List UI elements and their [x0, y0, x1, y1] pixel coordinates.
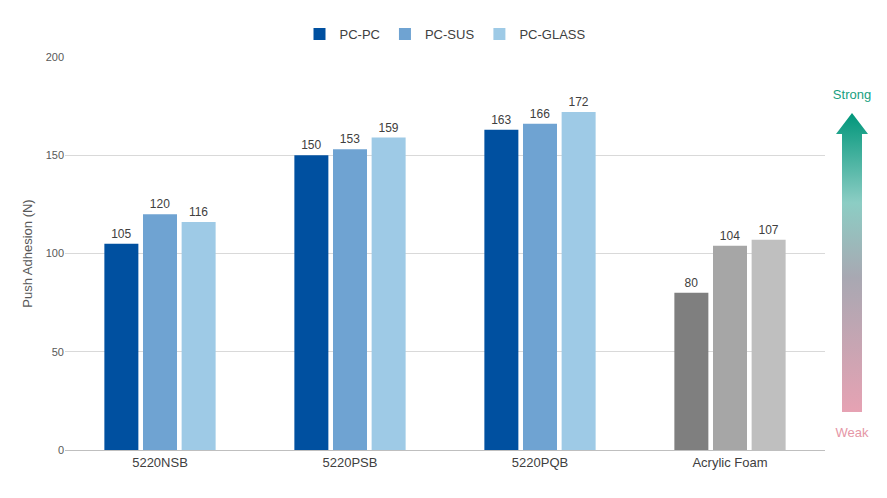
svg-text:116: 116 [189, 205, 208, 219]
svg-text:5220PSB: 5220PSB [323, 455, 378, 470]
svg-text:PC-GLASS: PC-GLASS [519, 27, 585, 42]
svg-text:200: 200 [46, 51, 64, 63]
svg-text:50: 50 [52, 346, 64, 358]
svg-text:5220NSB: 5220NSB [132, 455, 188, 470]
svg-text:159: 159 [378, 121, 398, 135]
svg-text:153: 153 [340, 132, 360, 146]
svg-text:150: 150 [46, 149, 64, 161]
svg-text:105: 105 [111, 227, 131, 241]
svg-text:Strong: Strong [833, 87, 871, 102]
svg-text:150: 150 [301, 138, 321, 152]
svg-text:5220PQB: 5220PQB [512, 455, 568, 470]
svg-text:Acrylic Foam: Acrylic Foam [692, 455, 767, 470]
svg-text:0: 0 [58, 444, 64, 456]
svg-text:163: 163 [491, 113, 511, 127]
svg-text:80: 80 [685, 276, 699, 290]
svg-text:100: 100 [46, 247, 64, 259]
svg-text:PC-PC: PC-PC [340, 27, 380, 42]
svg-text:120: 120 [150, 197, 170, 211]
svg-text:104: 104 [720, 229, 740, 243]
svg-text:PC-SUS: PC-SUS [425, 27, 474, 42]
svg-text:172: 172 [568, 95, 588, 109]
svg-text:Weak: Weak [836, 425, 869, 440]
svg-text:166: 166 [530, 107, 550, 121]
svg-text:107: 107 [758, 223, 778, 237]
svg-text:Push Adhesion (N): Push Adhesion (N) [20, 199, 35, 307]
